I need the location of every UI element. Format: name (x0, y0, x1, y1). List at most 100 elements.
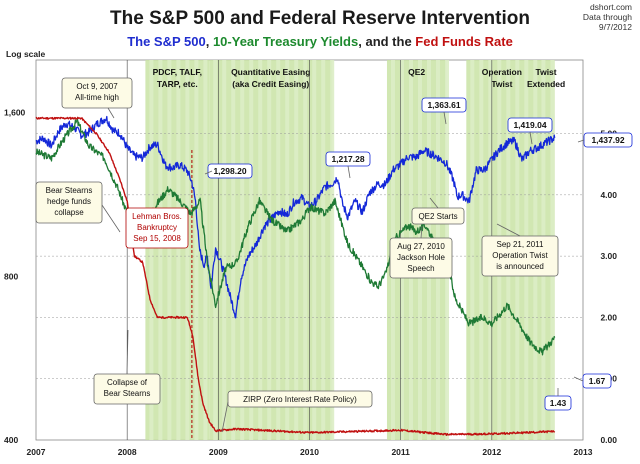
annotation-callout: ZIRP (Zero Interest Rate Policy) (227, 390, 373, 408)
annotation-box (61, 77, 133, 109)
period-label: (aka Credit Easing) (232, 79, 309, 89)
value-label: 1,363.61 (427, 100, 460, 110)
period-label: Operation (482, 67, 522, 77)
annotation-callout: Lehman Bros. Bankruptcy Sep 15, 2008 (125, 207, 189, 249)
left-tick-label: 400 (4, 435, 18, 445)
period-stripe (479, 60, 484, 440)
annotation-callout: Aug 27, 2010 Jackson Hole Speech (389, 237, 453, 279)
annotation-pointer (221, 401, 229, 433)
annotation-callout: Oct 9, 2007 All-time high (61, 77, 133, 109)
annotation-text: Bankruptcy (137, 223, 177, 232)
annotation-callout: Collapse of Bear Stearns (93, 373, 161, 405)
annotation-pointer (101, 204, 121, 233)
subtitle-part: , and the (358, 34, 415, 49)
annotation-text: ZIRP (Zero Interest Rate Policy) (243, 395, 357, 404)
annotation-text: is announced (496, 262, 544, 271)
annotation-text: Sep 21, 2011 (496, 240, 544, 249)
chart-title: The S&P 500 and Federal Reserve Interven… (110, 8, 530, 29)
value-label: 1.43 (550, 398, 567, 408)
period-stripe (231, 60, 236, 440)
period-stripe (194, 60, 199, 440)
period-label: QE2 (408, 67, 425, 77)
period-stripe (149, 60, 154, 440)
period-stripe (167, 60, 172, 440)
annotation-box (125, 207, 189, 249)
period-stripe (176, 60, 181, 440)
period-stripe (240, 60, 245, 440)
value-box (207, 163, 253, 179)
subtitle-part: The S&P 500 (127, 34, 206, 49)
annotation-callout: Sep 21, 2011 Operation Twist is announced (481, 235, 559, 277)
annotation-text: Jackson Hole (397, 253, 446, 262)
annotation-text: hedge funds (47, 197, 91, 206)
period-label: TARP, etc. (157, 79, 198, 89)
annotation-text: Oct 9, 2007 (76, 82, 118, 91)
annotation-pointer (347, 165, 351, 179)
period-stripe (285, 60, 290, 440)
period-label: PDCF, TALF, (153, 67, 202, 77)
chart-subtitle: The S&P 500, 10-Year Treasury Yields, an… (127, 34, 513, 49)
source-line: dshort.com (590, 2, 632, 12)
source-line: Data through (583, 12, 632, 22)
annotation-pointer (126, 329, 129, 375)
annotation-text: QE2 Starts (418, 212, 457, 221)
annotation-callout: QE2 Starts (411, 207, 465, 225)
value-callout: 1.67 (582, 373, 612, 389)
annotation-box (35, 181, 103, 224)
period-stripe (258, 60, 263, 440)
annotation-pointer (577, 139, 585, 143)
period-stripe (185, 60, 190, 440)
value-callout: 1,419.04 (507, 117, 553, 133)
right-tick-label: 4.00 (600, 190, 617, 200)
value-label: 1.67 (589, 376, 606, 386)
annotation-pointer (204, 170, 213, 175)
annotation-box (227, 390, 373, 408)
value-label: 1,419.04 (513, 120, 546, 130)
annotation-pointer (107, 107, 115, 119)
annotation-pointer (443, 111, 447, 125)
x-tick-label: 2011 (391, 447, 410, 457)
annotation-text: Collapse of (107, 378, 148, 387)
right-tick-label: 3.00 (600, 251, 617, 261)
period-label: Twist (491, 79, 512, 89)
fedfunds-line (35, 116, 556, 436)
annotation-pointer (573, 376, 584, 382)
x-tick-label: 2013 (574, 447, 593, 457)
x-tick-label: 2012 (482, 447, 501, 457)
annotation-text: Bear Stearns (104, 389, 151, 398)
period-stripe (312, 60, 317, 440)
x-tick-label: 2007 (27, 447, 46, 457)
value-label: 1,298.20 (213, 166, 246, 176)
x-tick-label: 2009 (209, 447, 228, 457)
treasury-line (35, 118, 556, 356)
source-line: 9/7/2012 (599, 22, 632, 32)
value-callout: 1,298.20 (207, 163, 253, 179)
annotation-text: Sep 15, 2008 (133, 234, 181, 243)
period-label: Quantitative Easing (231, 67, 310, 77)
x-tick-label: 2010 (300, 447, 319, 457)
period-stripe (294, 60, 299, 440)
annotation-text: Operation Twist (492, 251, 548, 260)
subtitle-part: 10-Year Treasury Yields (213, 34, 358, 49)
annotation-text: All-time high (75, 93, 119, 102)
right-tick-label: 0.00 (600, 435, 617, 445)
annotation-pointer (429, 197, 439, 209)
value-callout: 1,437.92 (583, 132, 633, 148)
period-label: Twist (536, 67, 557, 77)
value-callout: 1,363.61 (421, 97, 467, 113)
period-label: Extended (527, 79, 565, 89)
value-callout: 1.43 (544, 395, 572, 411)
period-stripe (158, 60, 163, 440)
x-tick-label: 2008 (118, 447, 137, 457)
annotation-pointer (529, 131, 533, 145)
subtitle-part: Fed Funds Rate (415, 34, 513, 49)
annotation-text: Bear Stearns (46, 186, 93, 195)
left-tick-label: 1,600 (4, 108, 26, 118)
value-label: 1,217.28 (331, 154, 364, 164)
period-stripe (267, 60, 272, 440)
period-stripe (303, 60, 308, 440)
period-stripe (321, 60, 326, 440)
period-stripe (470, 60, 475, 440)
